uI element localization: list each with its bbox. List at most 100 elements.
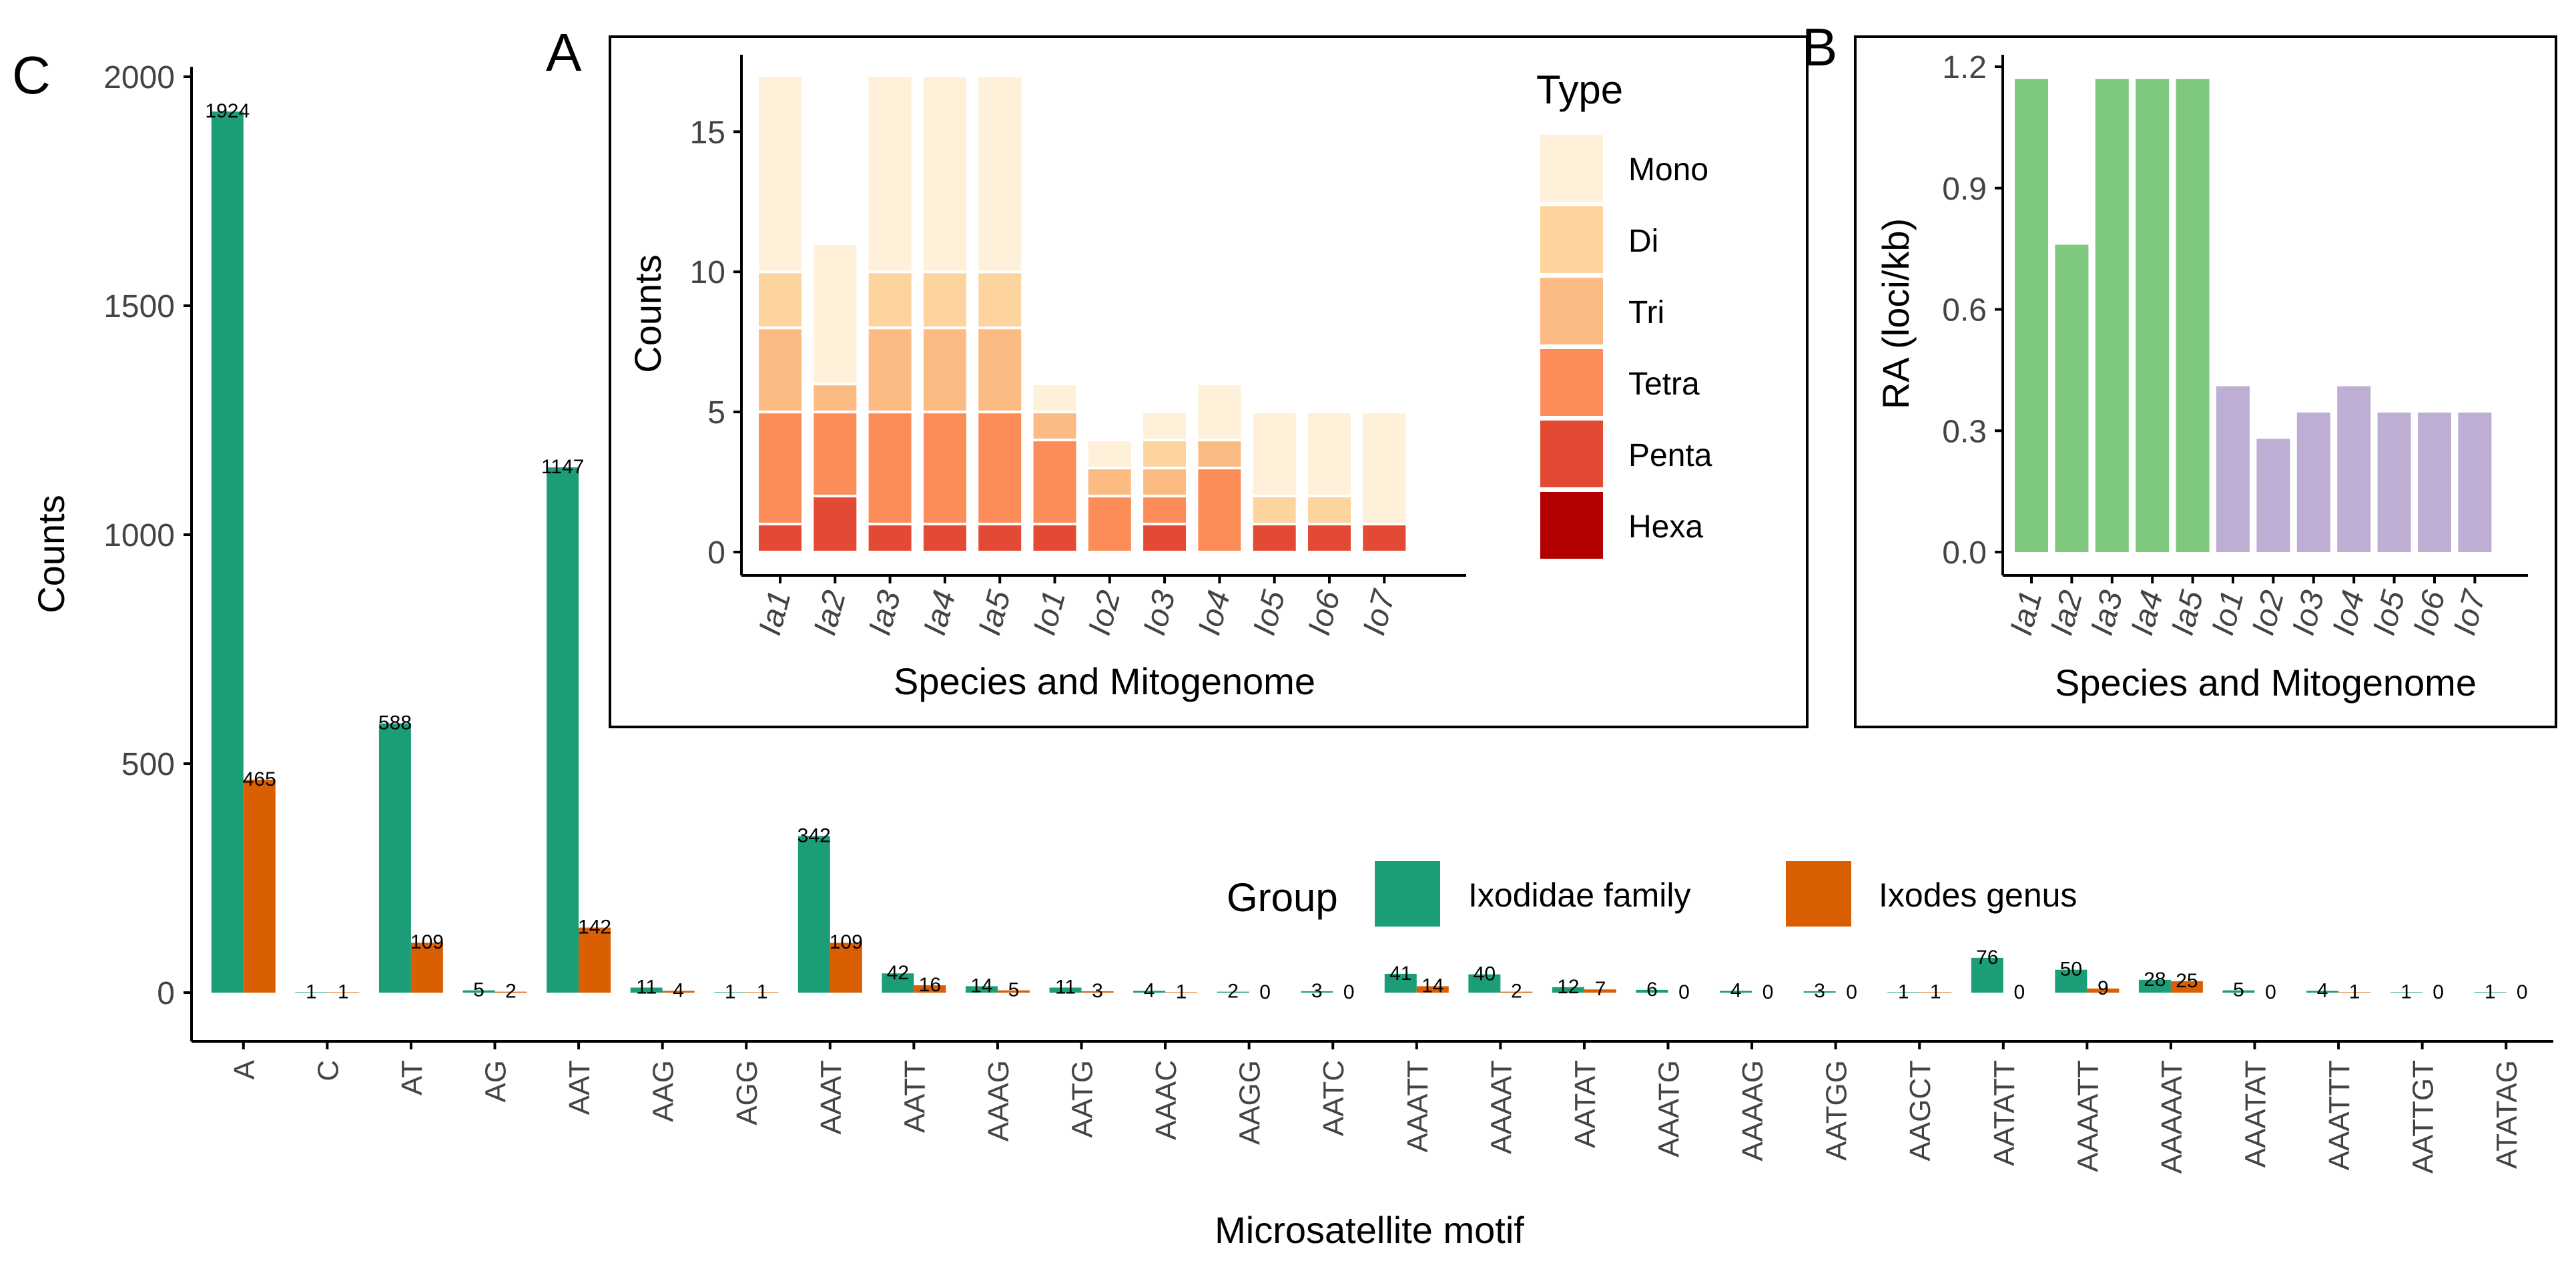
c-xtick-label-aaaag: AAAAG	[1736, 1060, 1769, 1162]
stack-mono-io5	[1250, 411, 1299, 498]
c-ytick-label: 1500	[103, 289, 175, 324]
value-label-ixodidae-family-aaaaat: 28	[2144, 969, 2166, 991]
bar-ixodidae-family-atatag	[2474, 992, 2507, 993]
bar-ixodidae-family-aaatt	[1384, 973, 1417, 993]
value-label-ixodidae-family-aatgg: 3	[1814, 980, 1825, 1002]
bar-ixodidae-family-aaag	[965, 986, 998, 993]
bar-ra-io2	[2256, 439, 2290, 552]
bar-ixodidae-family-aattgt	[2390, 992, 2423, 993]
value-label-ixodes-genus-a: 465	[243, 768, 276, 790]
value-label-ixodidae-family-aaatg: 6	[1646, 979, 1658, 1001]
value-label-ixodidae-family-c: 1	[306, 981, 317, 1003]
c-xtick-label-aatat: AATAT	[1569, 1060, 1602, 1148]
bar-ixodes-genus-aat	[579, 927, 611, 993]
bar-ixodidae-family-c	[295, 992, 328, 993]
c-xtick-label-agg: AGG	[731, 1060, 763, 1125]
c-xtick-label-atatag: ATATAG	[2491, 1060, 2523, 1169]
bar-ixodidae-family-aatatt	[1971, 957, 2003, 993]
c-xtick-label-aatatt: AATATT	[1988, 1060, 2021, 1166]
panel-a-bars	[756, 74, 1409, 554]
bar-ixodes-genus-aaag	[997, 990, 1030, 993]
bar-ixodidae-family-aagg	[1217, 991, 1249, 993]
panel-a-y-axis-title: Counts	[627, 254, 669, 372]
b-ytick-label: 0.9	[1942, 172, 1987, 207]
value-label-ixodes-genus-aagct: 1	[1930, 981, 1941, 1003]
c-ytick-label: 500	[121, 747, 175, 782]
stack-penta-io1	[1030, 523, 1079, 553]
value-label-ixodidae-family-atatag: 1	[2485, 981, 2496, 1003]
c-xtick-label-aaaaat: AAAAAT	[2156, 1060, 2188, 1174]
stack-di-ia5	[976, 270, 1024, 330]
value-label-ixodes-genus-aaaatt: 9	[2098, 977, 2109, 999]
value-label-ixodes-genus-c: 1	[338, 981, 349, 1003]
c-xtick-label-aaatat: AAATAT	[2240, 1060, 2272, 1168]
c-ytick-label: 1000	[103, 518, 175, 553]
legend-label-tri: Tri	[1628, 295, 1664, 330]
c-xtick-label-aaag: AAAG	[982, 1060, 1015, 1141]
panel-a-legend-title: Type	[1536, 67, 1623, 112]
panel-b-x-axis-title: Species and Mitogenome	[2055, 662, 2477, 704]
c-xtick-label-aaattt: AAATTT	[2323, 1060, 2356, 1170]
legend-label-hexa: Hexa	[1628, 509, 1703, 545]
c-xtick-label-aaaat: AAAAT	[1485, 1060, 1518, 1154]
stack-tetra-io2	[1085, 495, 1134, 554]
bar-ixodidae-family-aaaag	[1720, 991, 1752, 993]
c-xtick-label-aagg: AAGG	[1234, 1060, 1267, 1145]
bar-ixodes-genus-aaattt	[2338, 992, 2371, 993]
stack-di-ia1	[756, 270, 804, 330]
legend-swatch-mono	[1538, 132, 1606, 204]
bar-ixodes-genus-aagct	[1919, 992, 1952, 993]
value-label-ixodidae-family-aaattt: 4	[2317, 979, 2328, 1001]
panel-c-label: C	[12, 45, 51, 105]
c-xtick-label-aatgg: AATGG	[1821, 1060, 1853, 1161]
bar-ra-io3	[2296, 412, 2330, 552]
stack-tetra-io4	[1195, 467, 1244, 554]
panel-c-x-ticks: A C AT AG AAT AAG AGG AAAT AATT AAAG AATG AAAC AAGG A…	[228, 1041, 2523, 1174]
value-label-ixodidae-family-aattgt: 1	[2400, 981, 2412, 1003]
value-label-ixodidae-family-aatc: 3	[1311, 980, 1323, 1002]
stack-tri-io3	[1141, 467, 1189, 498]
value-label-ixodes-genus-aaaaat: 25	[2176, 970, 2198, 992]
stack-mono-io6	[1305, 411, 1353, 498]
value-label-ixodes-genus-aatt: 16	[919, 974, 941, 996]
legend-label-tetra: Tetra	[1628, 366, 1700, 402]
c-xtick-label-aatt: AATT	[898, 1060, 931, 1133]
value-label-ixodidae-family-aaaatt: 50	[2060, 959, 2082, 981]
value-label-ixodes-genus-agg: 1	[757, 981, 768, 1003]
bar-ra-io1	[2216, 386, 2250, 552]
bar-ixodidae-family-aaaat	[1468, 974, 1501, 993]
value-label-ixodes-genus-atatag: 0	[2517, 981, 2528, 1003]
stack-mono-ia5	[976, 74, 1024, 274]
bar-ixodes-genus-ag	[495, 991, 527, 993]
panel-c-bars	[211, 111, 2539, 993]
bar-ixodidae-family-aaatat	[2222, 990, 2255, 993]
value-label-ixodes-genus-aaatt: 14	[1421, 975, 1443, 997]
stack-tetra-ia4	[920, 411, 969, 526]
stack-mono-io3	[1141, 411, 1189, 442]
panel-b-y-axis-title: RA (loci/kb)	[1875, 218, 1917, 409]
value-label-ixodidae-family-aaac: 4	[1144, 979, 1155, 1001]
legend-swatch-hexa	[1538, 489, 1606, 561]
panel-a-legend: Type Mono Di Tri Tetra Penta Hexa	[1536, 67, 1712, 561]
bar-ra-io4	[2337, 386, 2371, 552]
value-label-ixodidae-family-aatg: 11	[1055, 976, 1076, 998]
value-label-ixodes-genus-aatc: 0	[1343, 981, 1355, 1003]
value-label-ixodidae-family-aag: 11	[636, 976, 657, 998]
value-label-ixodes-genus-aatgg: 0	[1846, 981, 1857, 1003]
bar-ixodidae-family-ag	[462, 990, 495, 993]
a-ytick-label: 10	[690, 255, 725, 290]
b-ytick-label: 0.3	[1942, 414, 1987, 449]
value-label-ixodes-genus-aatat: 7	[1595, 978, 1606, 1000]
value-label-ixodidae-family-aatat: 12	[1557, 976, 1579, 998]
stack-mono-ia3	[866, 74, 914, 274]
bar-ra-io6	[2418, 412, 2451, 552]
value-label-ixodes-genus-aag: 4	[673, 979, 684, 1001]
value-label-ixodes-genus-aaaat: 2	[1511, 981, 1522, 1003]
c-xtick-label-aatg: AATG	[1066, 1060, 1099, 1138]
value-label-ixodidae-family-aaaat: 40	[1474, 963, 1496, 985]
c-xtick-label-aagct: AAGCT	[1904, 1060, 1937, 1162]
stack-penta-ia2	[811, 495, 860, 554]
c-ytick-label: 0	[157, 976, 175, 1011]
c-xtick-label-aattgt: AATTGT	[2407, 1060, 2440, 1174]
